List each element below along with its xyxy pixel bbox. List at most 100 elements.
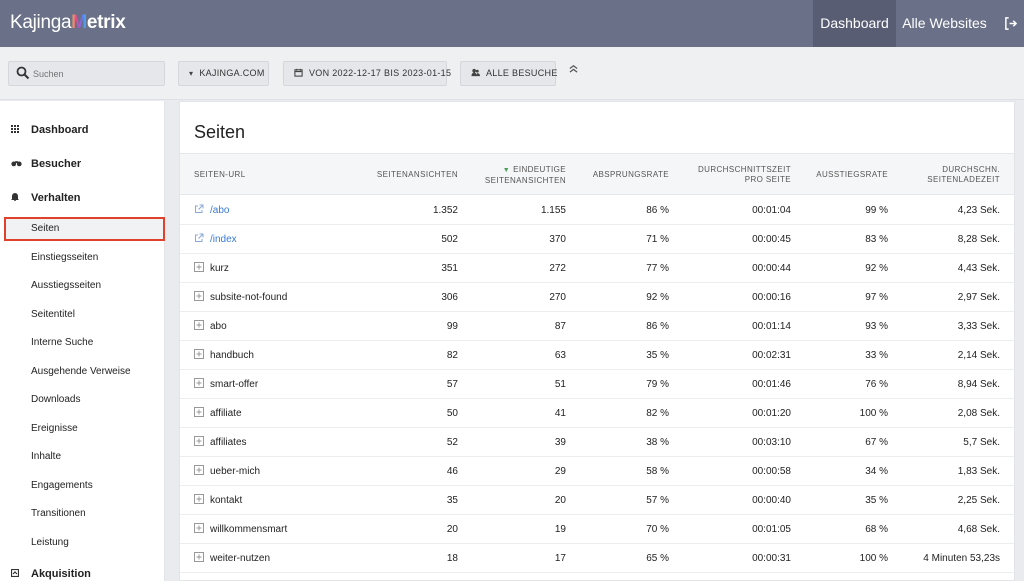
column-header-pageviews[interactable]: SEITENANSICHTEN [376, 170, 458, 179]
expand-plus-icon[interactable] [194, 320, 210, 332]
cell-url[interactable]: kontakt [194, 486, 364, 515]
expand-plus-icon[interactable] [194, 291, 210, 303]
bell-icon [11, 186, 19, 210]
page-url[interactable]: ueber-mich [210, 466, 261, 477]
sidebar-item-entry-pages[interactable]: Einstiegsseiten [31, 252, 99, 263]
cell-pageviews: 50 [446, 408, 458, 419]
table-row[interactable]: smart-offer 57 51 79 % 00:01:46 76 % 8,94 Sek. [180, 370, 1014, 399]
cell-url[interactable]: subsite-not-found [194, 283, 364, 312]
sidebar-item-engagement[interactable]: Engagements [31, 480, 93, 491]
cell-avg-time: 00:00:44 [752, 263, 791, 274]
sidebar-category-acquisition[interactable]: Akquisition [0, 562, 165, 581]
table-row[interactable]: handbuch 82 63 35 % 00:02:31 33 % 2,14 Sek. [180, 341, 1014, 370]
column-header-load-time[interactable]: DURCHSCHN. SEITENLADEZEIT [927, 165, 1000, 184]
sidebar-category-dashboard[interactable]: Dashboard [0, 118, 165, 142]
sidebar-category-behavior[interactable]: Verhalten [0, 186, 165, 210]
segment-selector[interactable]: ALLE BESUCHE [460, 61, 557, 86]
logout-icon[interactable] [996, 0, 1024, 47]
cell-url[interactable]: willkommensmart [194, 515, 364, 544]
table-row[interactable]: /abo 1.352 1.155 86 % 00:01:04 99 % 4,23 Sek. [180, 196, 1014, 225]
sidebar-item-outlinks[interactable]: Ausgehende Verweise [31, 366, 131, 377]
page-url[interactable]: kurz [210, 263, 229, 274]
expand-plus-icon[interactable] [194, 436, 210, 448]
expand-plus-icon[interactable] [194, 262, 210, 274]
expand-plus-icon[interactable] [194, 407, 210, 419]
expand-plus-icon[interactable] [194, 465, 210, 477]
table-row[interactable]: /index 502 370 71 % 00:00:45 83 % 8,28 Sek. [180, 225, 1014, 254]
table-row[interactable]: abo 99 87 86 % 00:01:14 93 % 3,33 Sek. [180, 312, 1014, 341]
column-header-avg-time[interactable]: DURCHSCHNITTSZEIT PRO SEITE [697, 165, 791, 184]
cell-url[interactable]: kurz [194, 254, 364, 283]
cell-exit-rate: 68 % [865, 524, 888, 535]
sidebar-item-pages[interactable]: Seiten [4, 217, 165, 241]
cell-url[interactable]: affiliates [194, 428, 364, 457]
sidebar-item-site-search[interactable]: Interne Suche [31, 337, 94, 348]
site-selector[interactable]: ▾ KAJINGA.COM [178, 61, 269, 86]
sidebar-item-exit-pages[interactable]: Ausstiegsseiten [31, 280, 102, 291]
cell-url[interactable]: /abo [194, 196, 364, 225]
cell-unique-pageviews: 39 [554, 437, 566, 448]
cell-exit-rate: 92 % [865, 263, 888, 274]
cell-url[interactable]: affiliate [194, 399, 364, 428]
page-url[interactable]: affiliates [210, 437, 247, 448]
page-url[interactable]: subsite-not-found [210, 292, 288, 303]
acquisition-icon [10, 562, 20, 581]
date-range-selector[interactable]: VON 2022-12-17 BIS 2023-01-15 [283, 61, 451, 86]
external-link-icon[interactable] [194, 204, 210, 216]
page-url[interactable]: abo [210, 321, 227, 332]
sidebar-item-page-titles[interactable]: Seitentitel [31, 309, 75, 320]
expand-plus-icon[interactable] [194, 349, 210, 361]
cell-avg-time: 00:01:04 [752, 205, 791, 216]
cell-url[interactable]: /index [194, 225, 364, 254]
sidebar-item-performance[interactable]: Leistung [31, 537, 69, 548]
sidebar-item-transitions[interactable]: Transitionen [31, 508, 86, 519]
expand-plus-icon[interactable] [194, 378, 210, 390]
cell-url[interactable]: weiter-nutzen [194, 544, 364, 573]
table-row[interactable]: subsite-not-found 306 270 92 % 00:00:16 97 % 2… [180, 283, 1014, 312]
collapse-filters-icon[interactable] [569, 64, 578, 76]
sidebar-item-events[interactable]: Ereignisse [31, 423, 78, 434]
cell-unique-pageviews: 63 [554, 350, 566, 361]
nav-dashboard[interactable]: Dashboard [813, 0, 896, 47]
cell-url[interactable]: smart-offer [194, 370, 364, 399]
table-row[interactable]: affiliate 50 41 82 % 00:01:20 100 % 2,08 Sek. [180, 399, 1014, 428]
cell-bounce-rate: 86 % [646, 321, 669, 332]
page-url[interactable]: willkommensmart [210, 524, 288, 535]
page-url[interactable]: handbuch [210, 350, 254, 361]
table-row[interactable]: kontakt 35 20 57 % 00:00:40 35 % 2,25 Sek. [180, 486, 1014, 515]
search-input[interactable] [33, 65, 158, 82]
page-url[interactable]: /index [210, 234, 237, 245]
column-header-unique-pageviews[interactable]: ▼ EINDEUTIGE SEITENANSICHTEN [484, 164, 566, 185]
page-url[interactable]: weiter-nutzen [210, 553, 271, 564]
nav-all-websites[interactable]: Alle Websites [902, 15, 987, 31]
table-row[interactable]: willkommensmart 20 19 70 % 00:01:05 68 % 4,68 … [180, 515, 1014, 544]
app-logo[interactable]: KajingaMetrix [10, 12, 126, 33]
cell-exit-rate: 100 % [859, 408, 888, 419]
cell-bounce-rate: 77 % [646, 263, 669, 274]
expand-plus-icon[interactable] [194, 494, 210, 506]
page-url[interactable]: smart-offer [210, 379, 259, 390]
table-row[interactable]: affiliates 52 39 38 % 00:03:10 67 % 5,7 Sek. [180, 428, 1014, 457]
expand-plus-icon[interactable] [194, 523, 210, 535]
column-header-bounce-rate[interactable]: ABSPRUNGSRATE [592, 170, 669, 179]
cell-avg-time: 00:00:16 [752, 292, 791, 303]
expand-plus-icon[interactable] [194, 552, 210, 564]
cell-pageviews: 502 [441, 234, 458, 245]
table-row[interactable]: kurz 351 272 77 % 00:00:44 92 % 4,43 Sek. [180, 254, 1014, 283]
sidebar-item-downloads[interactable]: Downloads [31, 394, 81, 405]
page-url[interactable]: /abo [210, 205, 230, 216]
column-header-exit-rate[interactable]: AUSSTIEGSRATE [816, 170, 888, 179]
cell-url[interactable]: handbuch [194, 341, 364, 370]
cell-url[interactable]: ueber-mich [194, 457, 364, 486]
sidebar-category-visitors[interactable]: Besucher [0, 152, 165, 176]
search-box[interactable] [8, 61, 165, 86]
table-row[interactable]: weiter-nutzen 18 17 65 % 00:00:31 100 % 4 Minu… [180, 544, 1014, 573]
cell-bounce-rate: 38 % [646, 437, 669, 448]
cell-url[interactable]: abo [194, 312, 364, 341]
page-url[interactable]: kontakt [210, 495, 243, 506]
table-row[interactable]: ueber-mich 46 29 58 % 00:00:58 34 % 1,83 Sek. [180, 457, 1014, 486]
column-header-url[interactable]: SEITEN-URL [194, 170, 246, 179]
page-url[interactable]: affiliate [210, 408, 242, 419]
sidebar-item-contents[interactable]: Inhalte [31, 451, 62, 462]
external-link-icon[interactable] [194, 233, 210, 245]
